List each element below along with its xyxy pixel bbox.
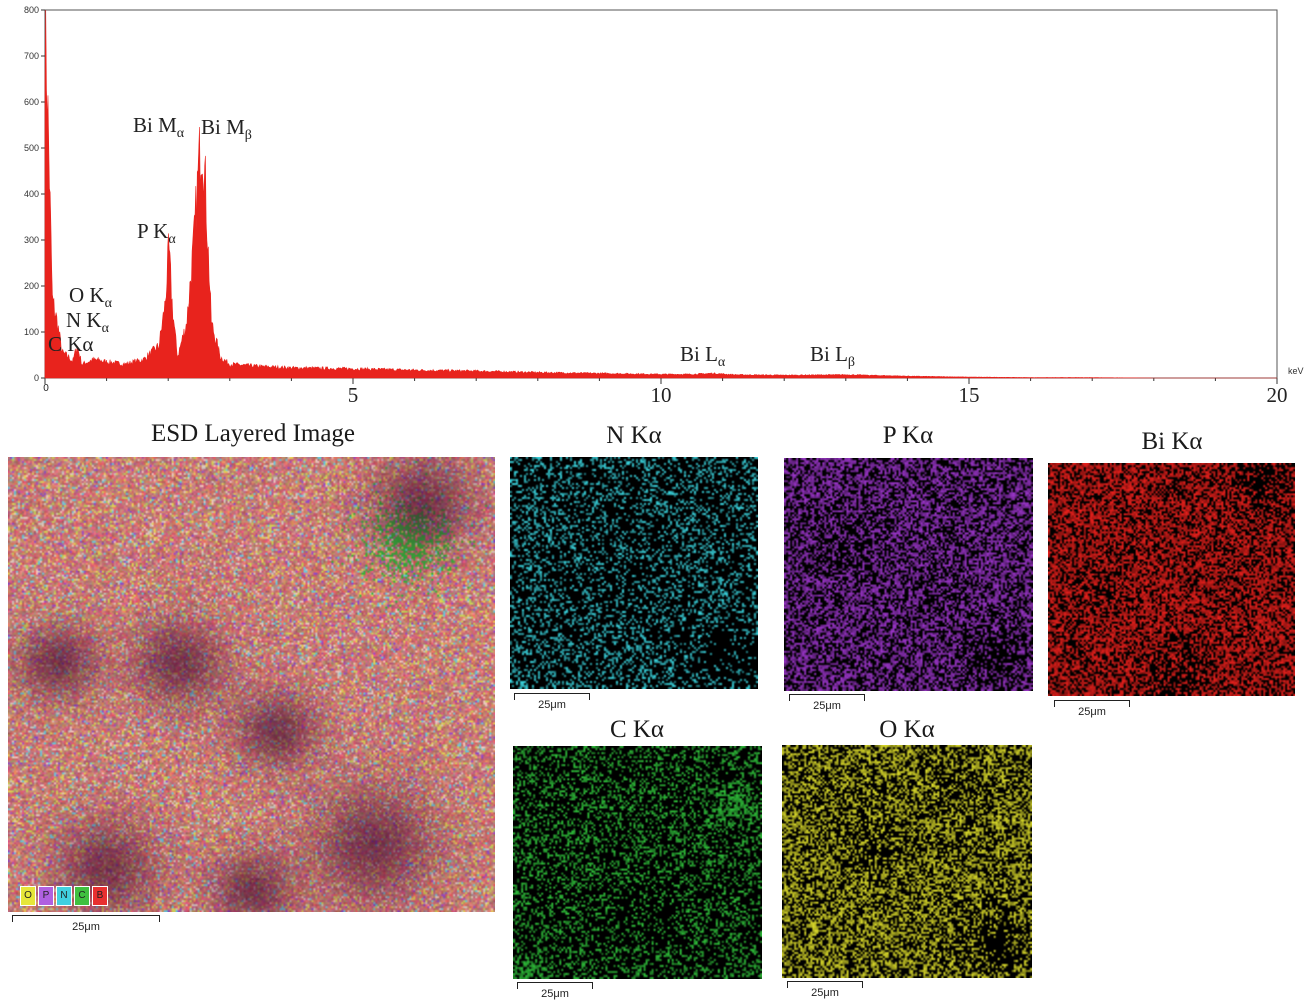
- y-tick-label: 400: [24, 189, 39, 199]
- bi-scale-bar: 25μm: [1054, 700, 1130, 718]
- n-map-title: N Kα: [606, 422, 662, 449]
- peak-label: O Kα: [69, 283, 113, 311]
- spectrum-series: [44, 9, 1277, 379]
- p-element-map: [784, 458, 1033, 691]
- y-tick-label: 100: [24, 327, 39, 337]
- y-tick-label: 600: [24, 97, 39, 107]
- peak-label: Bi Mβ: [201, 115, 252, 143]
- p-scale-bar: 25μm: [789, 694, 865, 712]
- x-tick-label: 5: [348, 383, 359, 407]
- n-scale-bar: 25μm: [514, 693, 590, 711]
- y-tick-label: 800: [24, 5, 39, 15]
- x-axis-ticks: 0 5 10 15 20: [43, 378, 1288, 407]
- c-map-title: C Kα: [609, 716, 665, 743]
- y-tick-label: 500: [24, 143, 39, 153]
- legend-chip-o: O: [20, 886, 36, 906]
- layered-image-title: ESD Layered Image: [150, 420, 356, 447]
- bi-element-map: [1048, 463, 1295, 696]
- x-tick-label: 0: [43, 383, 49, 394]
- y-tick-label: 200: [24, 281, 39, 291]
- peak-label: P Kα: [137, 219, 176, 247]
- spectrum-area: [44, 9, 1277, 379]
- peak-label: Bi Lα: [680, 342, 726, 370]
- peak-label: Bi Mα: [133, 113, 185, 141]
- peak-label: N Kα: [66, 308, 110, 336]
- c-element-map: [513, 746, 762, 979]
- o-scale-bar: 25μm: [787, 981, 863, 999]
- legend-chip-n: N: [56, 886, 72, 906]
- o-map-title: O Kα: [879, 716, 935, 743]
- legend-chip-b: B: [92, 886, 108, 906]
- x-axis-unit-label: keV: [1288, 366, 1304, 376]
- layered-scale-bar: 25μm: [12, 915, 160, 933]
- p-map-title: P Kα: [882, 422, 934, 449]
- x-tick-label: 20: [1267, 383, 1288, 407]
- peak-label: Bi Lβ: [810, 342, 855, 370]
- o-element-map: [782, 745, 1032, 978]
- y-axis-ticks: 0 100 200 300 400 500 600 700 800: [24, 5, 45, 383]
- x-tick-label: 15: [959, 383, 980, 407]
- plot-frame: [44, 9, 1278, 379]
- peak-label: C Kα: [48, 332, 93, 356]
- y-tick-label: 700: [24, 51, 39, 61]
- eds-spectrum-chart: 0 100 200 300 400 500 600 700 800 0 5 10 15 20 Bi Mα…: [24, 5, 1304, 407]
- legend-chip-c: C: [74, 886, 90, 906]
- y-tick-label: 300: [24, 235, 39, 245]
- c-scale-bar: 25μm: [517, 982, 593, 1000]
- legend-chip-p: P: [38, 886, 54, 906]
- x-tick-label: 10: [651, 383, 672, 407]
- y-tick-label: 0: [34, 373, 39, 383]
- bi-map-title: Bi Kα: [1141, 428, 1203, 455]
- peak-labels: Bi Mα Bi Mβ P Kα O KαN KαC Kα Bi Lα Bi Lβ: [48, 113, 855, 370]
- n-element-map: [510, 457, 758, 689]
